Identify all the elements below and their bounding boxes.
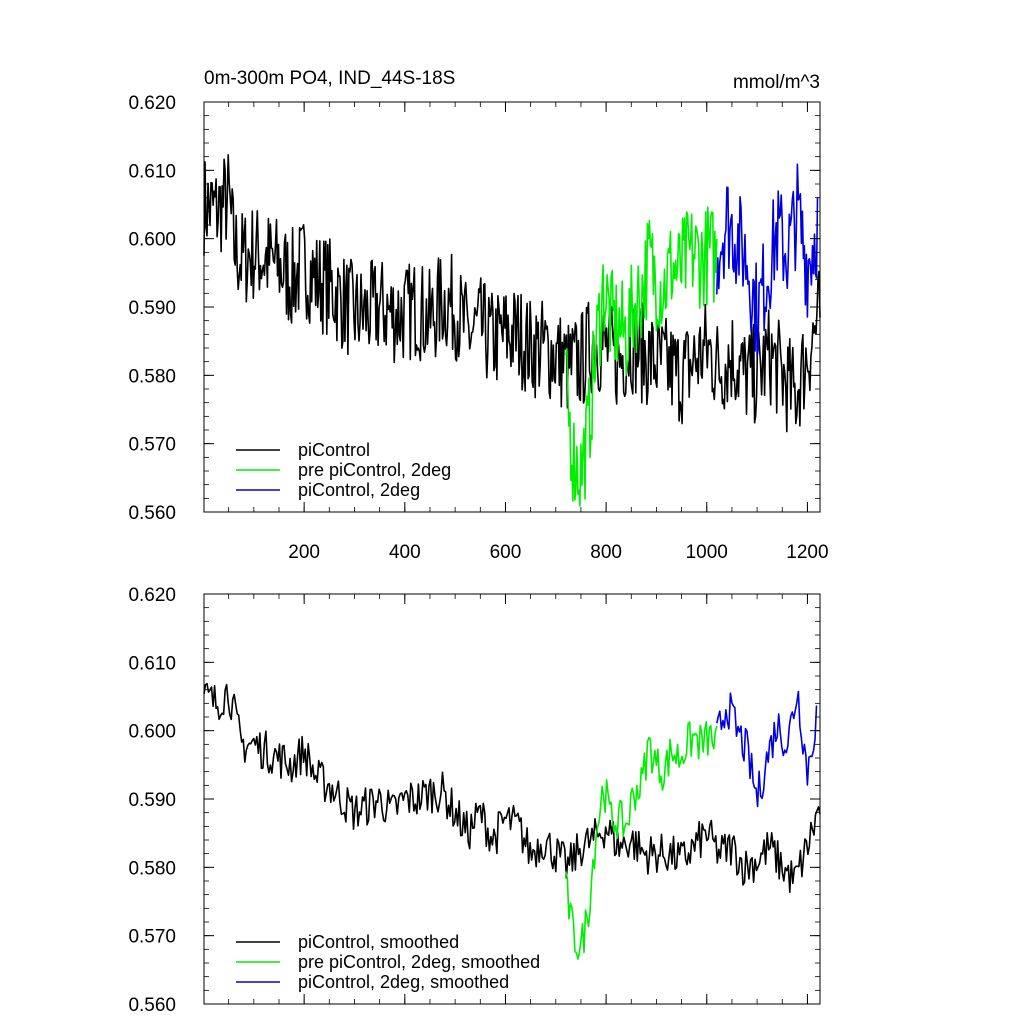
bottom-y-tick-label: 0.610 — [128, 653, 176, 674]
top-x-tick-label: 1000 — [686, 542, 728, 563]
top-series-line-2 — [565, 206, 718, 507]
units-label: mmol/m^3 — [733, 72, 820, 93]
top-series-line-1 — [203, 154, 821, 433]
top-axes: 0.560 0.570 0.580 0.590 0.600 0.610 0.620 200 40… — [128, 93, 828, 563]
bottom-legend-label: pre piControl, 2deg, smoothed — [298, 952, 540, 972]
bottom-series-group — [203, 682, 821, 960]
bottom-series-line-2 — [565, 721, 718, 960]
bottom-legend-label: piControl, 2deg, smoothed — [298, 972, 509, 992]
bottom-y-tick-label: 0.560 — [128, 995, 176, 1016]
bottom-y-tick-label: 0.580 — [128, 858, 176, 879]
bottom-series-line-3 — [716, 690, 818, 808]
top-legend-label: piControl — [298, 440, 370, 460]
top-y-tick-label: 0.610 — [128, 161, 176, 182]
top-series-group — [203, 154, 821, 507]
top-y-tick-label: 0.570 — [128, 435, 176, 456]
bottom-axes: 0.560 0.570 0.580 0.590 0.600 0.610 0.620 — [128, 585, 821, 1016]
bottom-plot-frame — [203, 593, 821, 1005]
panel-top: 0.560 0.570 0.580 0.590 0.600 0.610 0.620 200 40… — [128, 93, 828, 563]
top-legend-label: piControl, 2deg — [298, 480, 420, 500]
top-y-tick-label: 0.560 — [128, 503, 176, 524]
top-x-tick-label: 1200 — [786, 542, 828, 563]
bottom-y-tick-label: 0.570 — [128, 927, 176, 948]
bottom-legend-label: piControl, smoothed — [298, 932, 459, 952]
top-y-tick-label: 0.600 — [128, 230, 176, 251]
bottom-series-line-1 — [203, 682, 821, 894]
top-x-tick-label: 200 — [288, 542, 320, 563]
top-y-tick-label: 0.590 — [128, 298, 176, 319]
panel-bottom: 0.560 0.570 0.580 0.590 0.600 0.610 0.620 piCo… — [128, 585, 821, 1016]
bottom-y-tick-label: 0.620 — [128, 585, 176, 606]
top-y-tick-label: 0.620 — [128, 93, 176, 114]
top-legend-label: pre piControl, 2deg — [298, 460, 451, 480]
top-x-tick-label: 800 — [590, 542, 622, 563]
bottom-y-tick-label: 0.600 — [128, 722, 176, 743]
top-x-tick-label: 400 — [389, 542, 421, 563]
bottom-y-tick-label: 0.590 — [128, 790, 176, 811]
top-y-tick-label: 0.580 — [128, 366, 176, 387]
plot-title: 0m-300m PO4, IND_44S-18S — [204, 68, 455, 89]
top-series-line-3 — [716, 163, 819, 358]
top-x-tick-label: 600 — [490, 542, 522, 563]
